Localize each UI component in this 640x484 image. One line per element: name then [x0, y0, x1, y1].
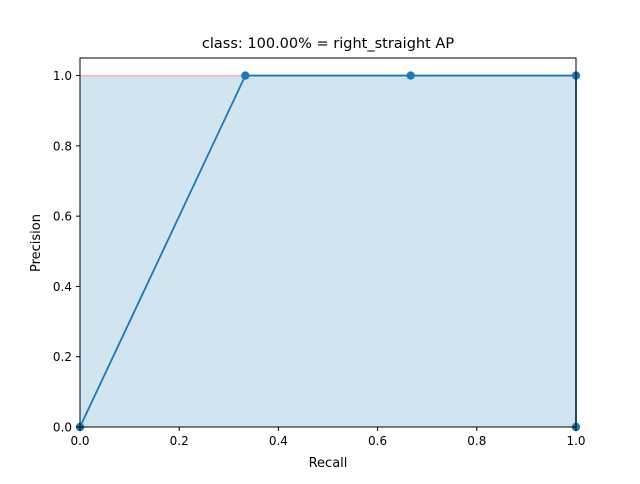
y-tick-label: 0.4: [53, 280, 72, 294]
x-axis-label: Recall: [309, 456, 348, 471]
y-tick-label: 0.6: [53, 210, 72, 224]
x-tick-label: 0.4: [269, 434, 288, 448]
data-point: [406, 71, 415, 80]
y-tick-label: 0.0: [53, 421, 72, 435]
x-tick-label: 0.2: [170, 434, 189, 448]
x-tick-label: 0.0: [70, 434, 89, 448]
axes-frame: [79, 57, 577, 428]
y-tick-label: 0.8: [53, 139, 72, 153]
y-tick-label: 1.0: [53, 69, 72, 83]
x-tick-label: 1.0: [566, 434, 585, 448]
axis-ticks: 0.0 0.2 0.4 0.6 0.8 1.0 0.0 0.2 0.4 0.6 0.8 1.0: [53, 69, 586, 448]
y-axis-label: Precision: [29, 214, 44, 272]
y-tick-label: 0.2: [53, 350, 72, 364]
chart-title: class: 100.00% = right_straight AP: [202, 36, 454, 52]
x-tick-label: 0.6: [368, 434, 387, 448]
precision-area-fill: [80, 75, 576, 428]
data-point: [241, 71, 250, 80]
plot-area: [75, 57, 581, 432]
x-tick-label: 0.8: [467, 434, 486, 448]
